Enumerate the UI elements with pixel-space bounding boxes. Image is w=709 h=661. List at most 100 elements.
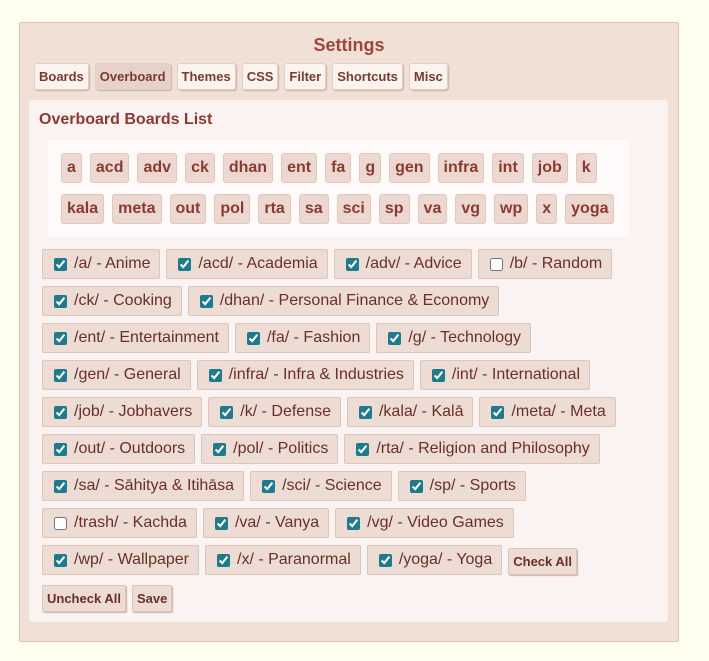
board-tag[interactable]: job [531, 153, 568, 183]
checkbox[interactable] [246, 331, 260, 345]
board-option[interactable]: /meta/ - Meta [479, 397, 616, 427]
checkbox[interactable] [54, 442, 67, 456]
board-option[interactable]: /kala/ - Kalā [346, 397, 474, 427]
board-tag[interactable]: acd [89, 153, 130, 183]
board-tag[interactable]: wp [494, 194, 529, 224]
board-option[interactable]: /acd/ - Academia [166, 249, 328, 279]
board-option[interactable]: /ck/ - Cooking [42, 286, 182, 316]
tab[interactable]: Filter [284, 63, 327, 90]
checkbox[interactable] [54, 405, 67, 419]
board-tag[interactable]: a [61, 153, 82, 183]
checkbox[interactable] [220, 405, 234, 419]
checkbox[interactable] [217, 553, 230, 567]
board-option[interactable]: /k/ - Defense [208, 397, 341, 427]
board-label: /ent/ - Entertainment [74, 329, 219, 346]
board-tag[interactable]: x [536, 194, 558, 224]
board-option[interactable]: /trash/ - Kachda [42, 508, 197, 538]
board-tag[interactable]: infra [437, 153, 485, 183]
board-label: /infra/ - Infra & Industries [228, 366, 404, 383]
board-label: /int/ - International [451, 366, 580, 383]
board-tag[interactable]: out [169, 194, 207, 224]
button[interactable]: Uncheck All [42, 585, 126, 612]
board-option[interactable]: /fa/ - Fashion [234, 323, 371, 353]
board-tag[interactable]: rta [258, 194, 291, 224]
board-tag[interactable]: ent [281, 153, 318, 183]
checkbox[interactable] [54, 516, 67, 530]
board-tag[interactable]: pol [214, 194, 251, 224]
tab-bar: Boards Overboard Themes CSS Filter Shortcuts M… [34, 63, 678, 90]
checkbox[interactable] [388, 331, 402, 345]
button[interactable]: Save [131, 585, 173, 612]
checkbox[interactable] [178, 257, 192, 271]
board-option[interactable]: /out/ - Outdoors [42, 434, 196, 464]
checkbox[interactable] [378, 553, 392, 567]
board-tag[interactable]: int [492, 153, 524, 183]
board-option[interactable]: /rta/ - Religion and Philosophy [344, 434, 600, 464]
board-option[interactable]: /a/ - Anime [42, 249, 161, 279]
board-option[interactable]: /g/ - Technology [376, 323, 532, 353]
board-tag[interactable]: fa [325, 153, 352, 183]
board-option[interactable]: /job/ - Jobhavers [42, 397, 203, 427]
board-option[interactable]: /vg/ - Video Games [335, 508, 514, 538]
board-tag[interactable]: k [575, 153, 597, 183]
board-option[interactable]: /wp/ - Wallpaper [42, 545, 199, 575]
board-option[interactable]: /ent/ - Entertainment [42, 323, 229, 353]
board-tag[interactable]: g [359, 153, 382, 183]
checkbox[interactable] [356, 442, 370, 456]
board-option[interactable]: /sci/ - Science [250, 471, 392, 501]
checkbox[interactable] [262, 479, 276, 493]
checkbox[interactable] [199, 294, 213, 308]
settings-panel: Settings Boards Overboard Themes CSS Filter S… [19, 22, 679, 642]
board-option[interactable]: /gen/ - General [42, 360, 191, 390]
tab[interactable]: Themes [176, 63, 236, 90]
board-option[interactable]: /b/ - Random [477, 249, 613, 279]
board-tag[interactable]: sp [378, 194, 410, 224]
checkbox[interactable] [54, 368, 67, 382]
board-tag[interactable]: vg [455, 194, 487, 224]
checkbox[interactable] [345, 257, 359, 271]
board-option[interactable]: /dhan/ - Personal Finance & Economy [187, 286, 500, 316]
checkbox[interactable] [214, 516, 228, 530]
tab[interactable]: Misc [408, 63, 448, 90]
board-tag[interactable]: sa [298, 194, 329, 224]
checkbox[interactable] [409, 479, 423, 493]
board-tag[interactable]: kala [61, 194, 105, 224]
tab[interactable]: Shortcuts [332, 63, 403, 90]
checkbox[interactable] [431, 368, 445, 382]
checkbox[interactable] [347, 516, 361, 530]
board-tag[interactable]: va [417, 194, 448, 224]
board-tag[interactable]: adv [137, 153, 178, 183]
checkbox[interactable] [489, 257, 503, 271]
board-tag[interactable]: meta [112, 194, 162, 224]
checkbox[interactable] [491, 405, 505, 419]
board-option[interactable]: /infra/ - Infra & Industries [196, 360, 414, 390]
tab[interactable]: CSS [241, 63, 279, 90]
checkbox[interactable] [54, 479, 67, 493]
button[interactable]: Check All [508, 548, 577, 575]
checkbox[interactable] [54, 553, 67, 567]
tab[interactable]: Overboard [94, 63, 171, 90]
board-option[interactable]: /sa/ - Sāhitya & Itihāsa [42, 471, 245, 501]
board-label: /yoga/ - Yoga [398, 551, 493, 568]
board-tag[interactable]: yoga [565, 194, 615, 224]
board-tag[interactable]: dhan [222, 153, 274, 183]
checkbox[interactable] [358, 405, 372, 419]
checkbox[interactable] [54, 294, 67, 308]
board-option[interactable]: /sp/ - Sports [397, 471, 526, 501]
board-label: /adv/ - Advice [365, 255, 462, 272]
board-option[interactable]: /yoga/ - Yoga [366, 545, 503, 575]
board-tag[interactable]: gen [389, 153, 430, 183]
board-label: /meta/ - Meta [511, 403, 606, 420]
checkbox[interactable] [213, 442, 227, 456]
board-option[interactable]: /va/ - Vanya [202, 508, 330, 538]
checkbox[interactable] [54, 257, 67, 271]
board-tag[interactable]: sci [336, 194, 371, 224]
checkbox[interactable] [54, 331, 67, 345]
board-option[interactable]: /adv/ - Advice [333, 249, 472, 279]
board-option[interactable]: /pol/ - Politics [201, 434, 339, 464]
board-option[interactable]: /x/ - Paranormal [205, 545, 361, 575]
checkbox[interactable] [208, 368, 222, 382]
tab[interactable]: Boards [34, 63, 89, 90]
board-tag[interactable]: ck [185, 153, 215, 183]
board-option[interactable]: /int/ - International [419, 360, 590, 390]
